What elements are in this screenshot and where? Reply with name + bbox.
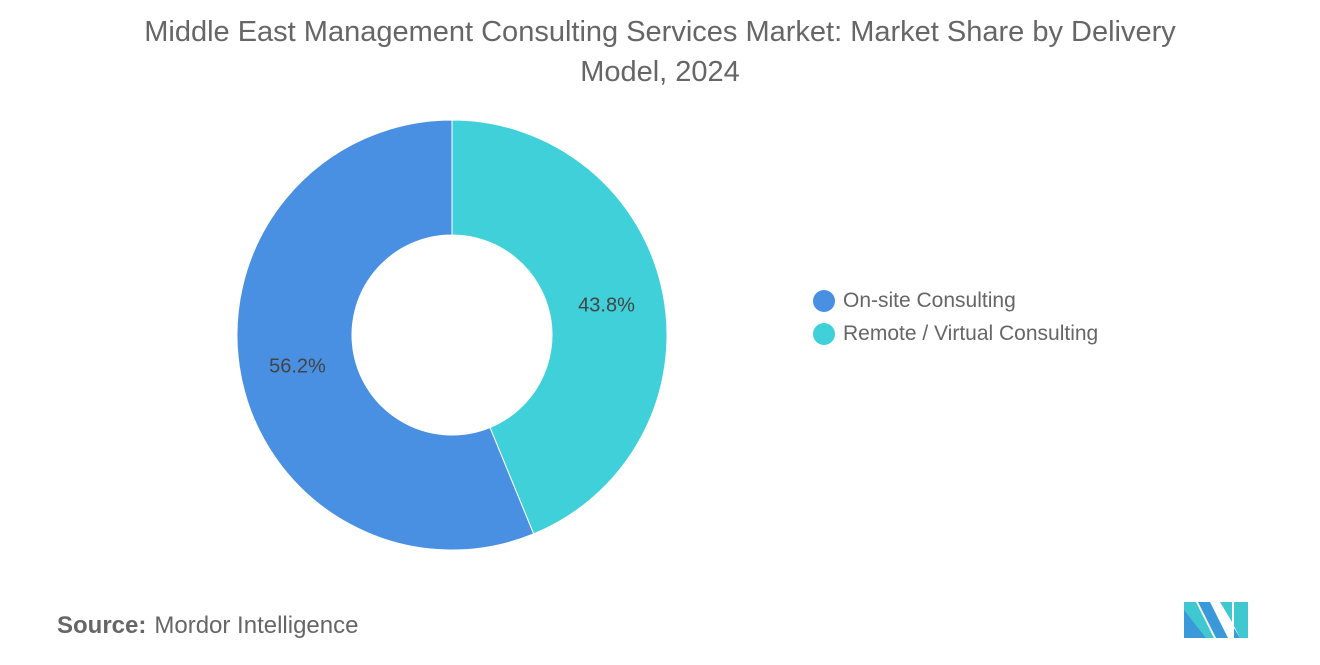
source-note: Source: Mordor Intelligence (57, 612, 358, 640)
donut-slice-remote (451, 119, 668, 535)
legend-swatch (813, 322, 835, 345)
legend-item-on-site[interactable]: On-site Consulting (813, 284, 1098, 317)
mordor-logo-icon (1184, 602, 1248, 638)
data-label: 43.8% (578, 295, 635, 317)
source-label: Source: (57, 612, 147, 639)
legend-swatch (813, 289, 835, 312)
legend-label: Remote / Virtual Consulting (843, 321, 1099, 345)
chart-title: Middle East Management Consulting Servic… (144, 16, 1176, 88)
legend: On-site Consulting Remote / Virtual Cons… (813, 284, 1098, 350)
source-value: Mordor Intelligence (154, 612, 359, 639)
legend-label: On-site Consulting (843, 288, 1016, 312)
donut-slice-on-site (236, 119, 535, 551)
data-label: 56.2% (269, 355, 326, 377)
legend-item-remote[interactable]: Remote / Virtual Consulting (813, 317, 1098, 350)
